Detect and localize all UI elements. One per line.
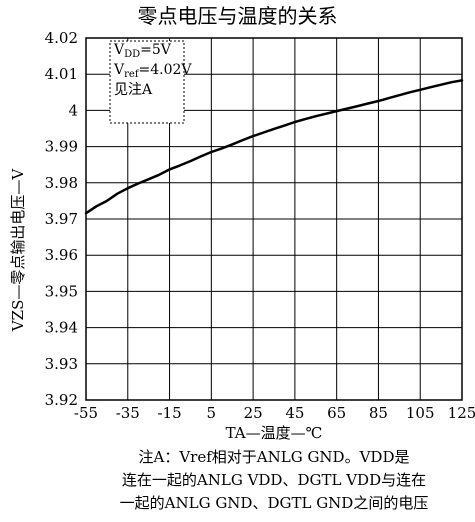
x-tick-label: -35 <box>116 404 140 422</box>
legend: VDD=5V Vref=4.02V 见注A <box>109 40 192 124</box>
y-tick-label: 4.02 <box>45 29 78 47</box>
note-line-2: 连在一起的ANLG VDD、DGTL VDD与连在 <box>121 471 427 489</box>
x-tick-label: 85 <box>369 404 388 422</box>
y-tick-label: 3.97 <box>45 210 78 228</box>
x-tick-label: -55 <box>74 404 98 422</box>
x-tick-label: 25 <box>244 404 263 422</box>
note-line-3: 一起的ANLG GND、DGTL GND之间的电压 <box>119 494 429 512</box>
x-axis-label: TA—温度—℃ <box>225 424 323 442</box>
x-tick-label: 65 <box>327 404 346 422</box>
y-tick-label: 3.96 <box>45 246 78 264</box>
tick-labels: -55 -35 -15 5 25 45 65 85 105 125 3.92 3.93 3.94 3.95… <box>45 29 475 422</box>
y-tick-label: 3.99 <box>45 138 78 156</box>
note-line-1: 注A：Vref相对于ANLG GND。VDD是 <box>138 448 410 466</box>
x-tick-label: 5 <box>207 404 217 422</box>
x-tick-label: 125 <box>448 404 475 422</box>
chart-note: 注A：Vref相对于ANLG GND。VDD是 连在一起的ANLG VDD、DG… <box>86 446 462 515</box>
y-tick-label: 3.94 <box>45 319 78 337</box>
y-tick-label: 4 <box>68 101 78 119</box>
legend-entry: Vref=4.02V <box>113 62 192 80</box>
y-tick-label: 3.92 <box>45 391 78 409</box>
legend-entry: VDD=5V <box>113 42 172 60</box>
series-layer <box>84 79 464 215</box>
legend-box <box>109 40 185 124</box>
y-axis-label: VZS—零点输出电压—V <box>9 168 27 332</box>
x-tick-label: 45 <box>285 404 304 422</box>
y-tick-label: 3.98 <box>45 174 78 192</box>
series-line <box>84 79 464 215</box>
y-tick-label: 4.01 <box>45 65 78 83</box>
plot-frame <box>85 37 463 401</box>
x-tick-label: -15 <box>157 404 181 422</box>
legend-entry: 见注A <box>114 82 153 98</box>
y-tick-label: 3.95 <box>45 282 78 300</box>
x-tick-label: 105 <box>406 404 435 422</box>
y-tick-label: 3.93 <box>45 355 78 373</box>
chart-title: 零点电压与温度的关系 <box>137 4 338 28</box>
